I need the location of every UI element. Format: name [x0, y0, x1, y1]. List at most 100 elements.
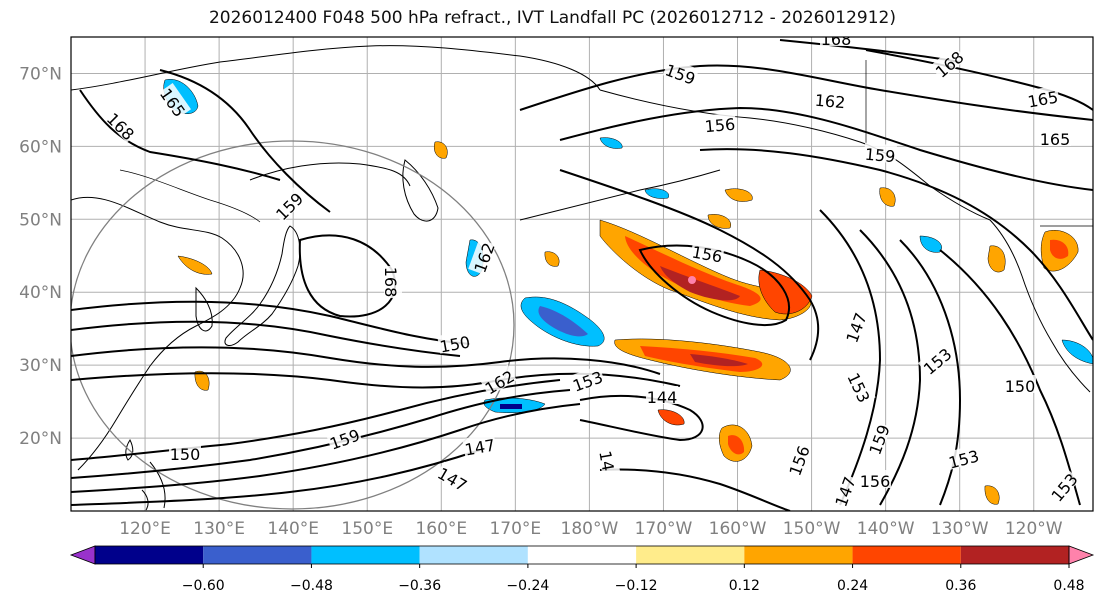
contour-label-group: 156 [703, 112, 737, 137]
political-borders [119, 60, 1093, 227]
contour-label-group: 150 [169, 443, 201, 464]
colorbar-segment [744, 546, 853, 564]
okhotsk-coastline [249, 162, 411, 187]
contour-label-background [945, 444, 982, 470]
positive-anomaly-small [434, 141, 448, 159]
kamchatka-coastline [402, 159, 439, 222]
positive-anomaly-small [544, 251, 560, 267]
coastlines [71, 45, 1091, 511]
contour-line [519, 64, 1093, 121]
contour-label-background [690, 240, 725, 264]
contour-label-group: 153 [945, 444, 981, 473]
contour-label-background [270, 187, 306, 223]
positive-anomaly-small [657, 409, 685, 426]
contour-label: 168 [381, 267, 400, 298]
longitude-label: 120°W [1005, 519, 1063, 539]
contour-label-background [845, 368, 876, 406]
positive-anomaly-small [177, 255, 213, 275]
longitude-label: 170°W [635, 519, 693, 539]
contour-label-group: 14 [595, 443, 621, 478]
colorbar-outline [94, 545, 1070, 565]
range-circle [71, 140, 515, 510]
contour-line [71, 346, 661, 375]
contour-line [71, 300, 471, 345]
contour-line [579, 394, 704, 442]
colorbar-segment [419, 546, 528, 564]
longitude-label: 170°E [489, 519, 541, 539]
contour-label-background [480, 364, 517, 397]
contour-line [71, 379, 561, 461]
contour-label: 159 [864, 145, 896, 167]
colorbar-segment [311, 546, 420, 564]
contour-label: 168 [821, 30, 852, 49]
longitude-label: 130°W [931, 519, 989, 539]
contour-label-background [1039, 128, 1071, 146]
colorbar-segment [203, 546, 312, 564]
colorbar-segment [636, 546, 745, 564]
map-panel [71, 37, 1093, 511]
latitude-label: 50°N [19, 210, 62, 230]
colorbar-tick-label: −0.60 [182, 578, 225, 594]
colorbar: −0.60 −0.48 −0.36 −0.24 −0.12 0.12 0.24 0.36 0.4… [69, 545, 1095, 594]
positive-anomaly-max-north [688, 276, 696, 284]
positive-anomaly-small [194, 370, 210, 391]
longitude-label: 120°E [119, 519, 171, 539]
contour-label-background [863, 142, 897, 164]
longitude-label: 140°W [857, 519, 915, 539]
longitude-label: 150°E [341, 519, 393, 539]
positive-anomaly-coast-core [1050, 239, 1069, 259]
contour-label-background [863, 420, 892, 458]
colorbar-tick-label: −0.12 [615, 578, 658, 594]
positive-anomaly-subtropic-core [728, 435, 745, 455]
contour-label-background [468, 238, 497, 276]
contour-label: 150 [170, 445, 201, 464]
contour-label-background [597, 443, 621, 478]
positive-anomaly-core-north [625, 236, 761, 306]
contour-label: 144 [647, 388, 678, 407]
contour-label-background [462, 433, 497, 457]
colorbar-tick-label: 0.48 [1053, 578, 1084, 594]
contour-label-background [157, 83, 192, 120]
contour-label-background [840, 308, 869, 346]
negative-anomaly-small [644, 188, 670, 199]
shaded-regions [163, 79, 1093, 505]
contour-label-background [783, 441, 812, 479]
contour-label-background [859, 470, 891, 488]
contour-line [71, 320, 461, 357]
canada-us-border [865, 60, 1093, 227]
positive-anomaly-ne [987, 245, 1006, 273]
contour-label-background [829, 472, 858, 510]
latitude-label: 70°N [19, 64, 62, 84]
latitude-label: 20°N [19, 429, 62, 449]
colorbar-tick-label: −0.48 [290, 578, 333, 594]
contour-label: 150 [1005, 377, 1036, 396]
positive-anomaly-small [984, 485, 1000, 505]
negative-anomaly-south-core [500, 404, 522, 409]
contour-label-group: 159 [863, 142, 897, 167]
contour-line [819, 209, 882, 506]
contour-line [939, 249, 1081, 506]
contour-line [559, 106, 1093, 191]
contour-label-background [820, 37, 852, 46]
contour-label-group: 156 [859, 470, 891, 491]
contour-line [599, 468, 791, 511]
japan-coastline [224, 225, 301, 346]
contour-label: 162 [814, 91, 846, 113]
contour-label-background [918, 342, 955, 377]
contour-line [559, 169, 820, 361]
contour-label-background [1004, 375, 1036, 393]
contour-label-group: 165 [1039, 128, 1071, 149]
contour-label-group: 150 [1004, 375, 1036, 396]
contour-label-group: 168 [820, 30, 852, 49]
contour-label-background [646, 386, 678, 404]
colorbar-segment [95, 546, 204, 564]
north-america-coastline [989, 219, 1091, 393]
latitude-label: 40°N [19, 283, 62, 303]
latitude-label: 30°N [19, 356, 62, 376]
contour-label-background [435, 461, 472, 494]
contour-label: 156 [704, 115, 736, 137]
asia-border [119, 169, 261, 223]
colorbar-tick-label: −0.24 [506, 578, 549, 594]
longitude-label: 130°E [193, 519, 245, 539]
contour-label-background [325, 423, 363, 452]
